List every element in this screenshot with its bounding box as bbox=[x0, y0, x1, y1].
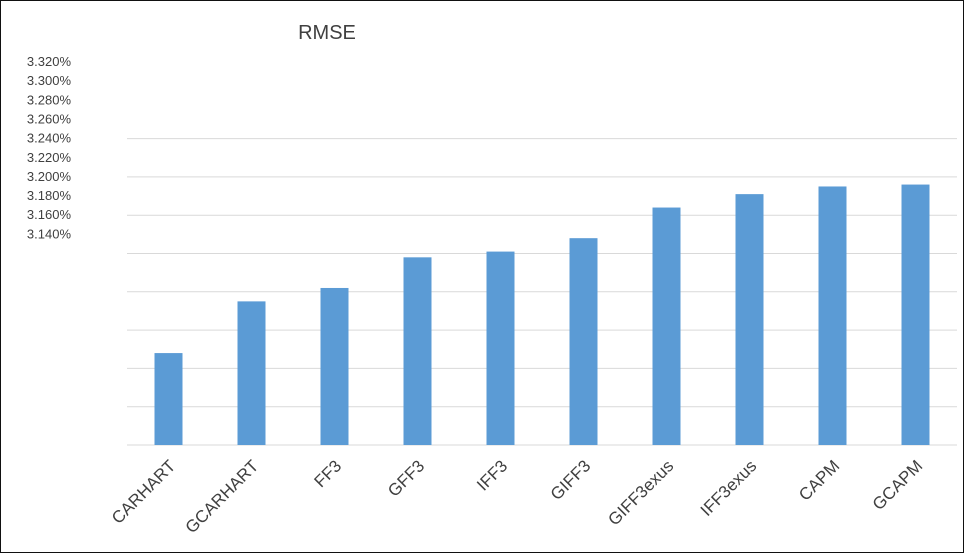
chart-title: RMSE bbox=[298, 22, 356, 44]
y-tick-label: 3.140% bbox=[27, 226, 72, 241]
y-tick-label: 3.280% bbox=[27, 92, 72, 107]
bar bbox=[237, 301, 266, 445]
y-tick-label: 3.220% bbox=[27, 150, 72, 165]
y-tick-label: 3.160% bbox=[27, 207, 72, 222]
x-tick-label: GFF3 bbox=[384, 456, 428, 500]
x-tick-label: GIFF3exus bbox=[604, 456, 677, 529]
x-tick-label: IFF3exus bbox=[697, 456, 761, 520]
y-tick-label: 3.180% bbox=[27, 188, 72, 203]
x-tick-label: IFF3 bbox=[473, 456, 511, 494]
y-tick-label: 3.260% bbox=[27, 111, 72, 126]
x-axis-tick-labels: CARHART GCARHART FF3 GFF3 IFF3 GIFF3 GIFF3exus… bbox=[108, 456, 926, 537]
bar bbox=[154, 353, 183, 445]
bar bbox=[652, 207, 681, 445]
bar bbox=[486, 251, 515, 445]
bar bbox=[901, 184, 930, 445]
bars bbox=[154, 184, 930, 445]
x-tick-label: GCARHART bbox=[182, 456, 263, 537]
y-tick-label: 3.240% bbox=[27, 131, 72, 146]
x-tick-label: GIFF3 bbox=[547, 456, 594, 503]
x-tick-label: FF3 bbox=[311, 456, 346, 491]
bar bbox=[320, 287, 349, 445]
x-tick-label: GCAPM bbox=[869, 456, 927, 514]
bar bbox=[818, 186, 847, 445]
bar bbox=[569, 238, 598, 445]
y-tick-label: 3.300% bbox=[27, 73, 72, 88]
bar bbox=[403, 257, 432, 445]
y-tick-label: 3.200% bbox=[27, 169, 72, 184]
bar bbox=[735, 194, 764, 445]
y-axis-tick-labels: 3.320% 3.300% 3.280% 3.260% 3.240% 3.220% 3.20… bbox=[27, 54, 72, 241]
y-tick-label: 3.320% bbox=[27, 54, 72, 69]
x-tick-label: CARHART bbox=[108, 456, 179, 527]
x-tick-label: CAPM bbox=[795, 456, 843, 504]
